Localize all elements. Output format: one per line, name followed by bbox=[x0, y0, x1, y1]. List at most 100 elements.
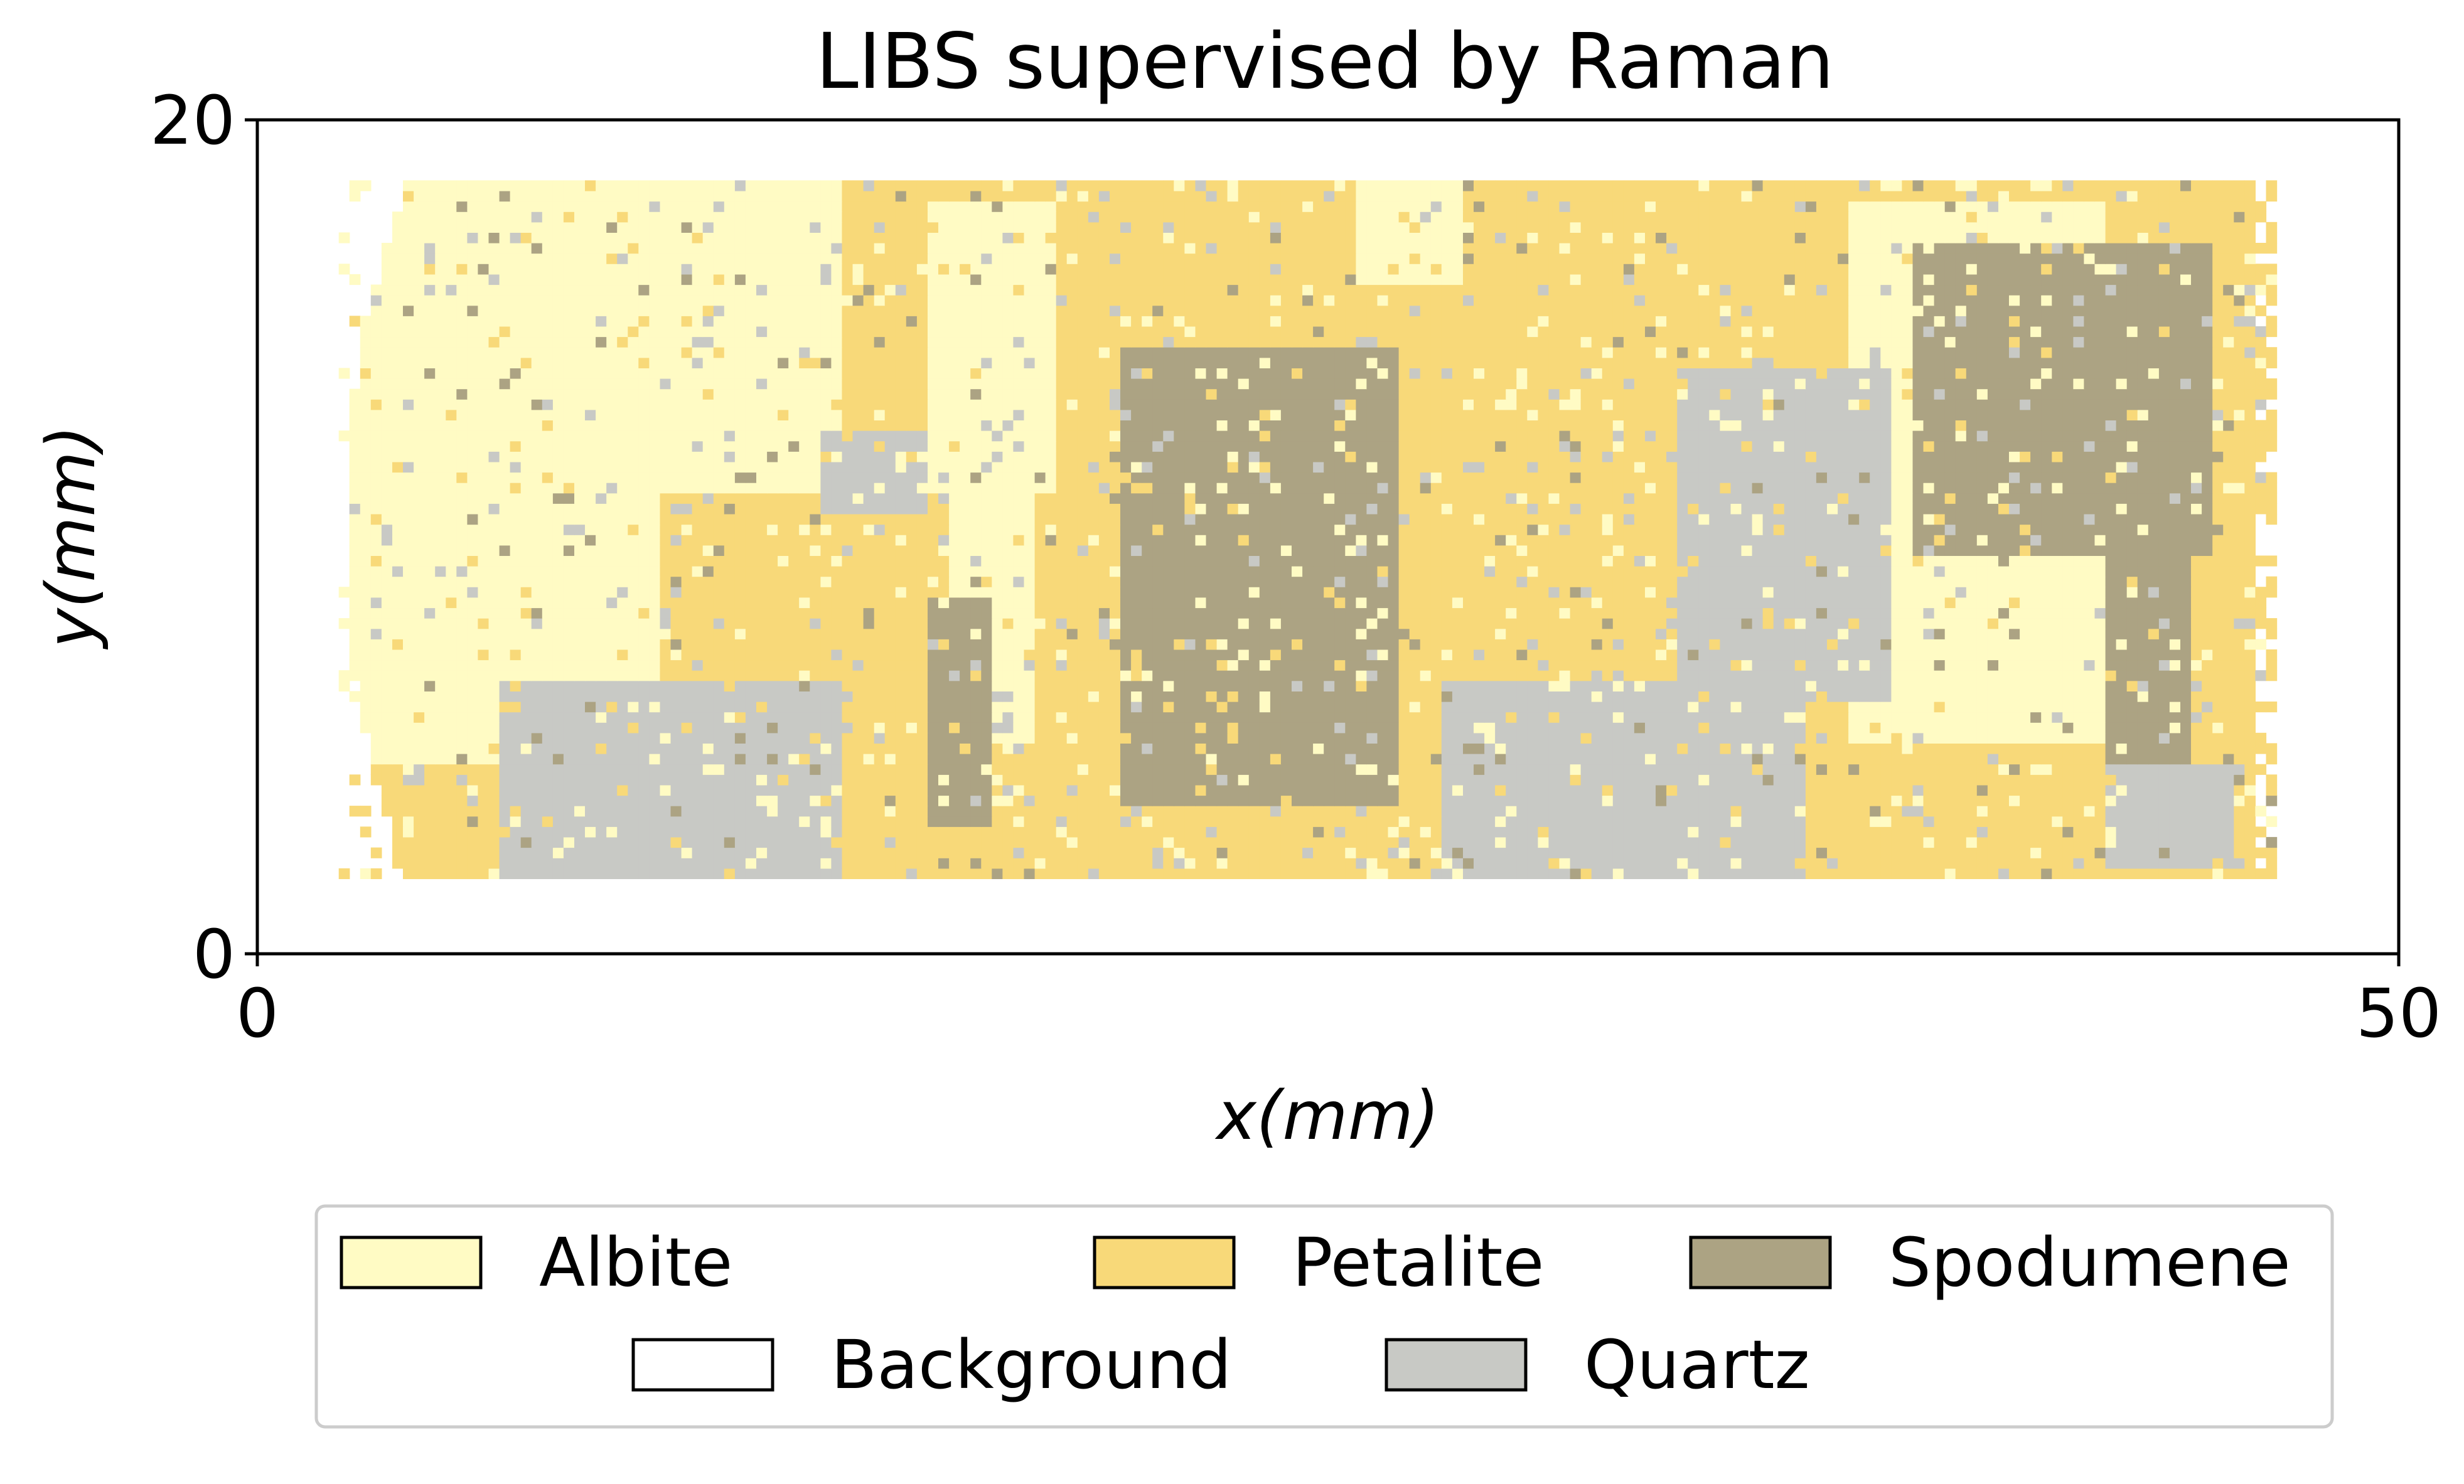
map-pixel bbox=[788, 628, 800, 639]
map-pixel bbox=[1944, 754, 1956, 765]
map-pixel bbox=[467, 847, 479, 858]
map-pixel bbox=[1248, 743, 1260, 754]
map-pixel bbox=[2073, 754, 2085, 765]
map-pixel bbox=[1024, 712, 1036, 723]
map-pixel bbox=[1612, 649, 1624, 661]
map-pixel bbox=[1794, 868, 1806, 879]
map-pixel bbox=[970, 639, 982, 650]
map-pixel bbox=[1730, 712, 1742, 723]
map-pixel bbox=[1034, 649, 1046, 661]
map-pixel bbox=[1870, 754, 1881, 765]
map-pixel bbox=[1816, 858, 1828, 869]
map-pixel bbox=[713, 639, 725, 650]
map-pixel bbox=[1227, 774, 1239, 786]
map-pixel bbox=[1131, 628, 1142, 639]
map-pixel bbox=[906, 628, 918, 639]
map-pixel bbox=[520, 670, 532, 681]
map-pixel bbox=[2094, 868, 2106, 879]
map-pixel bbox=[1859, 649, 1870, 661]
map-pixel bbox=[1741, 607, 1753, 619]
map-pixel bbox=[435, 816, 446, 827]
map-pixel bbox=[1538, 836, 1550, 848]
map-pixel bbox=[2009, 670, 2020, 681]
map-pixel bbox=[1816, 680, 1828, 691]
map-pixel bbox=[1784, 816, 1796, 827]
map-pixel bbox=[596, 691, 607, 702]
map-pixel bbox=[1292, 868, 1303, 879]
map-pixel bbox=[1045, 836, 1057, 848]
map-pixel bbox=[992, 607, 1003, 619]
map-pixel bbox=[1142, 597, 1153, 609]
map-pixel bbox=[1709, 607, 1720, 619]
map-pixel bbox=[1216, 806, 1228, 817]
map-pixel bbox=[478, 618, 490, 629]
map-pixel bbox=[2137, 649, 2149, 661]
map-pixel bbox=[734, 618, 746, 629]
map-pixel bbox=[810, 868, 821, 879]
map-pixel bbox=[1506, 826, 1517, 838]
map-pixel bbox=[1794, 754, 1806, 765]
map-pixel bbox=[1345, 732, 1356, 744]
map-pixel bbox=[381, 649, 393, 661]
map-pixel bbox=[1409, 670, 1421, 681]
map-pixel bbox=[1538, 774, 1550, 786]
map-pixel bbox=[692, 639, 704, 650]
map-pixel bbox=[2126, 680, 2138, 691]
map-pixel bbox=[1463, 607, 1474, 619]
map-pixel bbox=[788, 764, 800, 775]
map-pixel bbox=[1602, 732, 1614, 744]
map-pixel bbox=[1259, 774, 1271, 786]
map-pixel bbox=[1142, 639, 1153, 650]
map-pixel bbox=[1848, 858, 1860, 869]
map-pixel bbox=[1602, 858, 1614, 869]
map-pixel bbox=[1987, 836, 1999, 848]
map-pixel bbox=[1430, 764, 1442, 775]
map-pixel bbox=[1495, 858, 1506, 869]
map-pixel bbox=[2009, 659, 2020, 671]
map-pixel bbox=[1870, 806, 1881, 817]
map-pixel bbox=[638, 702, 650, 713]
map-pixel bbox=[778, 826, 789, 838]
map-pixel bbox=[820, 847, 832, 858]
map-pixel bbox=[2105, 795, 2117, 806]
map-pixel bbox=[831, 702, 843, 713]
map-pixel bbox=[1666, 649, 1678, 661]
map-pixel bbox=[1270, 858, 1282, 869]
map-pixel bbox=[1816, 702, 1828, 713]
map-pixel bbox=[2234, 659, 2245, 671]
map-pixel bbox=[1762, 858, 1774, 869]
map-pixel bbox=[2202, 732, 2213, 744]
map-pixel bbox=[1955, 732, 1967, 744]
map-pixel bbox=[2041, 691, 2052, 702]
map-pixel bbox=[1762, 754, 1774, 765]
map-pixel bbox=[1098, 680, 1110, 691]
map-pixel bbox=[1420, 597, 1432, 609]
map-pixel bbox=[1741, 722, 1753, 734]
map-pixel bbox=[1570, 618, 1582, 629]
map-pixel bbox=[617, 670, 628, 681]
map-pixel bbox=[2062, 649, 2074, 661]
map-pixel bbox=[1548, 836, 1560, 848]
map-pixel bbox=[552, 836, 564, 848]
map-pixel bbox=[552, 628, 564, 639]
map-pixel bbox=[724, 858, 736, 869]
map-pixel bbox=[1891, 680, 1903, 691]
map-pixel bbox=[1506, 628, 1517, 639]
map-pixel bbox=[370, 607, 382, 619]
map-pixel bbox=[2052, 587, 2063, 598]
map-pixel bbox=[1859, 702, 1870, 713]
map-pixel bbox=[606, 722, 618, 734]
map-pixel bbox=[1666, 722, 1678, 734]
map-pixel bbox=[1902, 680, 1914, 691]
map-pixel bbox=[1056, 806, 1068, 817]
map-pixel bbox=[1720, 659, 1732, 671]
map-pixel bbox=[1548, 618, 1560, 629]
map-pixel bbox=[638, 722, 650, 734]
map-pixel bbox=[1152, 680, 1164, 691]
map-pixel bbox=[638, 847, 650, 858]
map-pixel bbox=[1345, 774, 1356, 786]
map-pixel bbox=[1002, 847, 1014, 858]
map-pixel bbox=[649, 702, 661, 713]
map-pixel bbox=[2041, 628, 2052, 639]
map-pixel bbox=[1559, 702, 1571, 713]
